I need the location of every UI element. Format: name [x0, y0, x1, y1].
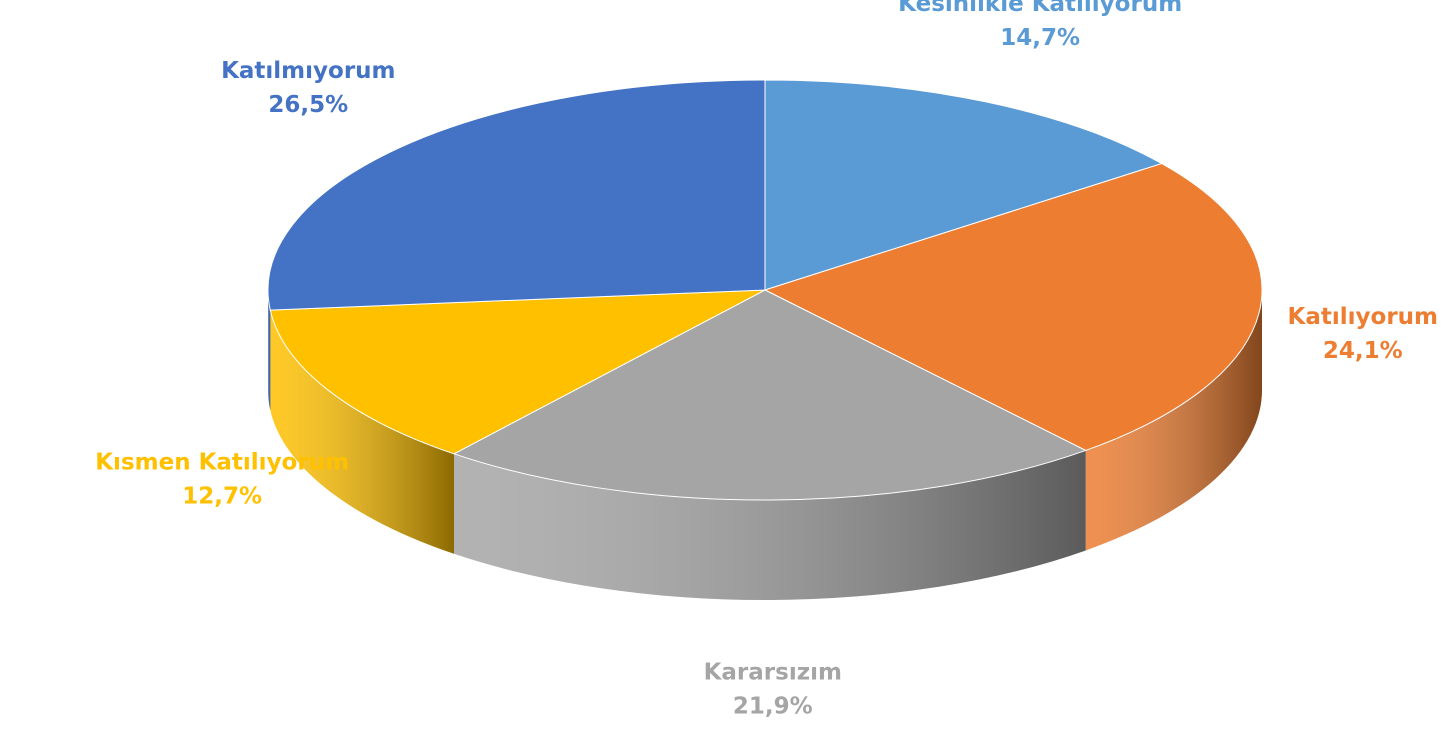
slice-side-shade: [453, 450, 1086, 600]
slice-side-shade: [270, 310, 454, 554]
slice: [763, 162, 1263, 451]
slice: [764, 79, 1164, 291]
slice: [269, 289, 766, 455]
pie-sides: [268, 290, 1262, 600]
slice-label: Katılıyorum: [1288, 304, 1438, 330]
slice-value-label: 21,9%: [733, 693, 813, 719]
labels: Kesinlikle Katılıyorum 14,7% Katılıyorum 24…: [95, 0, 1438, 719]
slice-side-shade: [1085, 290, 1262, 551]
slice-value-label: 26,5%: [268, 92, 348, 118]
slice-label: Katılmıyorum: [221, 58, 395, 84]
slice-label: Kesinlikle Katılıyorum: [898, 0, 1182, 17]
pie-tops: [267, 79, 1263, 501]
slice-value-label: 14,7%: [1000, 25, 1080, 51]
slice-value-label: 24,1%: [1323, 338, 1403, 364]
slice-label: Kısmen Katılıyorum: [95, 450, 349, 476]
slice: [452, 289, 1087, 501]
slice: [267, 79, 766, 311]
slice-label: Kararsızım: [704, 659, 842, 685]
slice-value-label: 12,7%: [182, 484, 262, 510]
slice-side-shade: [268, 290, 271, 411]
